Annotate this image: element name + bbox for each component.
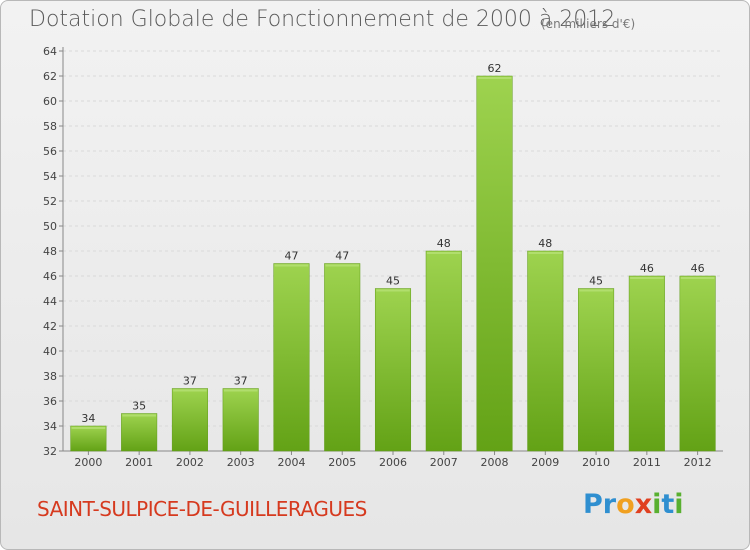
bar-highlight: [528, 252, 563, 254]
data-label: 45: [589, 275, 603, 288]
bar: [578, 288, 615, 452]
bar: [273, 263, 310, 452]
bar: [527, 250, 564, 452]
logo-letter: o: [616, 489, 635, 520]
x-tick-label: 2005: [328, 456, 356, 469]
data-label: 62: [488, 62, 502, 75]
data-label: 45: [386, 275, 400, 288]
y-tick-label: 60: [43, 95, 57, 108]
data-label: 35: [132, 400, 146, 413]
commune-name: SAINT-SULPICE-DE-GUILLERAGUES: [37, 497, 367, 521]
bar: [425, 250, 462, 452]
bar-highlight: [274, 264, 309, 267]
bar-highlight: [579, 289, 613, 292]
chart-title: Dotation Globale de Fonctionnement de 20…: [29, 7, 616, 32]
y-tick-label: 46: [43, 270, 57, 283]
y-tick-label: 62: [43, 70, 57, 83]
data-label: 46: [691, 262, 705, 275]
logo-letter: i: [652, 489, 662, 520]
y-tick-label: 36: [43, 395, 57, 408]
data-label: 46: [640, 262, 654, 275]
bar-highlight: [680, 277, 715, 279]
y-tick-label: 32: [43, 445, 57, 458]
y-tick-label: 44: [43, 295, 57, 308]
y-tick-label: 34: [43, 420, 57, 433]
bar-highlight: [630, 277, 664, 279]
proxiti-logo: Proxiti: [583, 489, 684, 520]
y-tick-label: 42: [43, 320, 57, 333]
y-tick-label: 48: [43, 245, 57, 258]
x-tick-label: 2004: [277, 456, 305, 469]
bar-chart: 32 34 36 38 40 42 44 46 48 50 52 54 56 58 60 62 64 34 200…: [43, 45, 723, 469]
data-label: 37: [234, 375, 248, 388]
labels: 34 2000 35 2001 37 2002 37 2003 47 2004 47 2005 45 20…: [74, 62, 711, 469]
bar-highlight: [477, 77, 512, 79]
logo-letter: P: [583, 489, 603, 520]
data-label: 47: [335, 250, 349, 263]
logo-letter: t: [661, 489, 675, 520]
bar-highlight: [71, 427, 106, 429]
bar-highlight: [122, 414, 156, 417]
data-label: 47: [284, 250, 298, 263]
bar: [628, 275, 665, 452]
bar-highlight: [427, 252, 461, 254]
y-tick-label: 56: [43, 145, 57, 158]
bar: [374, 288, 412, 452]
x-tick-label: 2007: [430, 456, 458, 469]
unit-label: (en milliers d'€): [541, 17, 636, 31]
y-tick-label: 64: [43, 45, 57, 58]
bar: [70, 425, 107, 452]
data-label: 37: [183, 375, 197, 388]
x-tick-label: 2012: [684, 456, 712, 469]
bars: [70, 75, 716, 452]
y-tick-label: 40: [43, 345, 57, 358]
bar-highlight: [325, 264, 359, 267]
y-tick-label: 58: [43, 120, 57, 133]
bar: [222, 388, 259, 452]
bar: [324, 263, 361, 452]
bar-highlight: [223, 389, 258, 392]
y-tick-label: 38: [43, 370, 57, 383]
x-tick-label: 2002: [176, 456, 204, 469]
x-tick-label: 2001: [125, 456, 153, 469]
x-tick-label: 2003: [227, 456, 255, 469]
y-tick-label: 50: [43, 220, 57, 233]
bar-highlight: [376, 289, 410, 292]
x-tick-label: 2008: [481, 456, 509, 469]
logo-letter: i: [674, 489, 684, 520]
data-label: 48: [437, 237, 451, 250]
x-tick-label: 2006: [379, 456, 407, 469]
x-tick-label: 2009: [531, 456, 559, 469]
logo-letter: x: [634, 489, 653, 520]
bar: [476, 75, 513, 452]
bar: [171, 388, 208, 452]
bar: [121, 413, 158, 452]
data-label: 34: [81, 412, 95, 425]
logo-letter: r: [602, 489, 617, 520]
x-tick-label: 2011: [633, 456, 661, 469]
x-tick-label: 2010: [582, 456, 610, 469]
bar: [679, 275, 716, 452]
x-tick-label: 2000: [74, 456, 102, 469]
bar-highlight: [173, 389, 207, 392]
y-tick-label: 54: [43, 170, 57, 183]
y-tick-label: 52: [43, 195, 57, 208]
data-label: 48: [538, 237, 552, 250]
